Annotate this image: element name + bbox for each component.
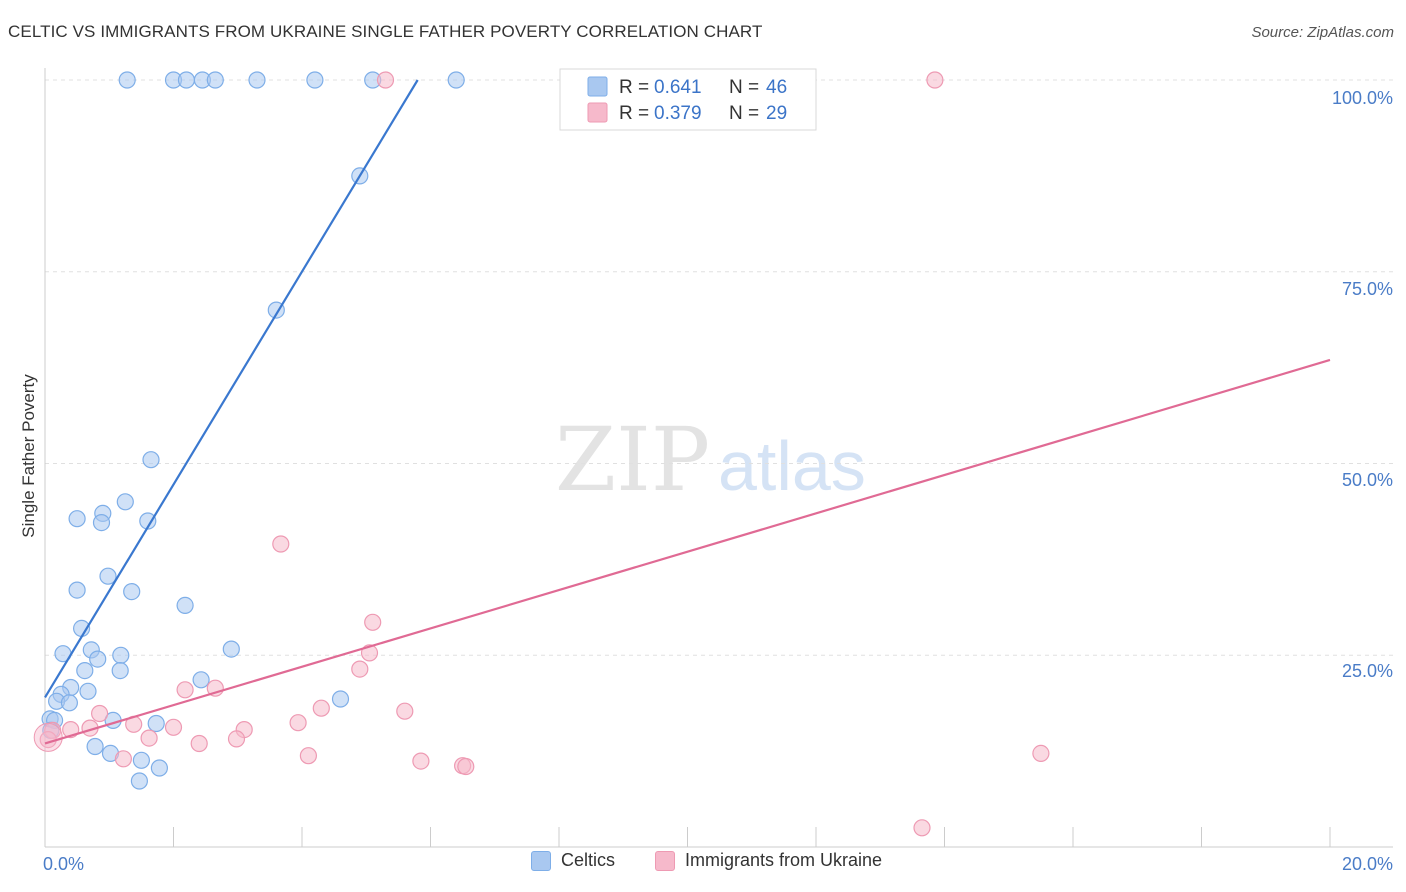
bottom-legend-ukraine: Immigrants from Ukraine	[655, 850, 882, 871]
ukraine-point-11	[90, 704, 109, 723]
celtics-point-0	[118, 71, 136, 89]
bottom-legend: Celtics Immigrants from Ukraine	[0, 850, 1406, 880]
celtics-point-29	[192, 671, 210, 689]
celtics-point-28	[111, 661, 129, 680]
ukraine-point-20	[227, 730, 246, 748]
celtics-point-44	[150, 759, 168, 777]
celtics-point-41	[86, 737, 104, 756]
ukraine-point-12	[289, 714, 307, 732]
ukraine-point-0	[376, 71, 395, 89]
ukraine-point-2	[926, 71, 944, 89]
trend-lines	[44, 79, 1331, 745]
celtics-swatch	[531, 850, 551, 871]
ukraine-point-25	[412, 752, 430, 770]
legend-n-label-2: N =	[729, 103, 759, 124]
ukraine-point-9	[312, 699, 330, 717]
legend-r-label-2: R =	[619, 103, 649, 124]
celtics-point-35	[331, 690, 350, 708]
data-points	[33, 71, 1050, 837]
gridlines	[45, 79, 1393, 656]
ukraine-point-19	[140, 729, 158, 747]
celtics-legend-label: Celtics	[561, 850, 616, 870]
ukraine-point-7	[176, 681, 194, 699]
ukraine-point-24	[299, 747, 317, 765]
celtics-point-18	[99, 567, 117, 585]
celtics-point-19	[123, 582, 141, 601]
source-label: Source: ZipAtlas.com	[1251, 24, 1394, 41]
celtics-point-24	[89, 650, 107, 668]
ukraine-cluster-point	[33, 722, 63, 752]
ukraine-point-27	[457, 757, 475, 776]
celtics-point-39	[147, 714, 165, 733]
tick-labels: 100.0% 75.0% 50.0% 25.0% 0.0% 20.0%	[43, 88, 1393, 874]
celtics-point-2	[177, 71, 195, 89]
celtics-point-8	[447, 71, 465, 89]
ukraine-point-28	[1032, 744, 1050, 763]
ukraine-point-3	[272, 535, 290, 553]
legend-r-value-2: 0.379	[654, 103, 702, 124]
ukraine-trend-line	[44, 358, 1331, 745]
celtics-point-14	[68, 510, 86, 528]
legend-n-label-1: N =	[729, 77, 759, 98]
ukraine-point-22	[190, 734, 208, 753]
celtics-trend-line	[44, 79, 419, 699]
watermark-atlas: atlas	[718, 427, 866, 505]
celtics-point-5	[248, 71, 266, 89]
y-tick-label-2: 50.0%	[1342, 470, 1393, 490]
ukraine-point-29	[913, 819, 931, 837]
chart-title: CELTIC VS IMMIGRANTS FROM UKRAINE SINGLE…	[8, 22, 763, 41]
celtics-point-11	[142, 451, 160, 469]
y-axis-label: Single Father Poverty	[19, 374, 38, 538]
celtics-point-15	[92, 513, 111, 532]
axes	[44, 68, 1393, 848]
x-tick-label-1: 20.0%	[1342, 854, 1393, 874]
celtics-point-12	[116, 493, 134, 511]
ukraine-legend-label: Immigrants from Ukraine	[685, 850, 883, 870]
y-tick-label-1: 75.0%	[1342, 279, 1393, 299]
y-tick-label-0: 100.0%	[1332, 88, 1393, 108]
legend-n-value-1: 46	[766, 77, 787, 98]
legend-ukraine-swatch	[587, 102, 608, 123]
celtics-point-45	[130, 772, 148, 790]
celtics-point-4	[206, 71, 224, 89]
celtics-point-26	[222, 640, 240, 658]
ukraine-point-4	[364, 613, 382, 631]
celtics-point-25	[112, 646, 130, 664]
legend-r-label-1: R =	[619, 77, 649, 98]
watermark-zip: ZIP	[555, 408, 710, 511]
celtics-point-43	[132, 751, 150, 769]
celtics-point-27	[76, 661, 94, 680]
celtics-point-31	[79, 682, 97, 700]
bottom-legend-celtics: Celtics	[531, 850, 615, 871]
ukraine-point-6	[351, 660, 369, 678]
legend-r-value-1: 0.641	[654, 77, 702, 98]
celtics-point-20	[176, 596, 194, 615]
celtics-point-6	[306, 71, 324, 89]
celtics-point-34	[60, 694, 79, 712]
legend: R = 0.641 N = 46 R = 0.379 N = 29	[559, 68, 817, 131]
x-tick-label-0: 0.0%	[43, 854, 84, 874]
legend-celtics-swatch	[587, 76, 608, 97]
legend-n-value-2: 29	[766, 103, 787, 124]
y-tick-label-3: 25.0%	[1342, 661, 1393, 681]
ukraine-swatch	[655, 850, 675, 871]
ukraine-point-10	[396, 702, 414, 720]
ukraine-point-14	[164, 718, 183, 736]
celtics-point-17	[68, 581, 86, 599]
ukraine-point-23	[114, 750, 133, 768]
